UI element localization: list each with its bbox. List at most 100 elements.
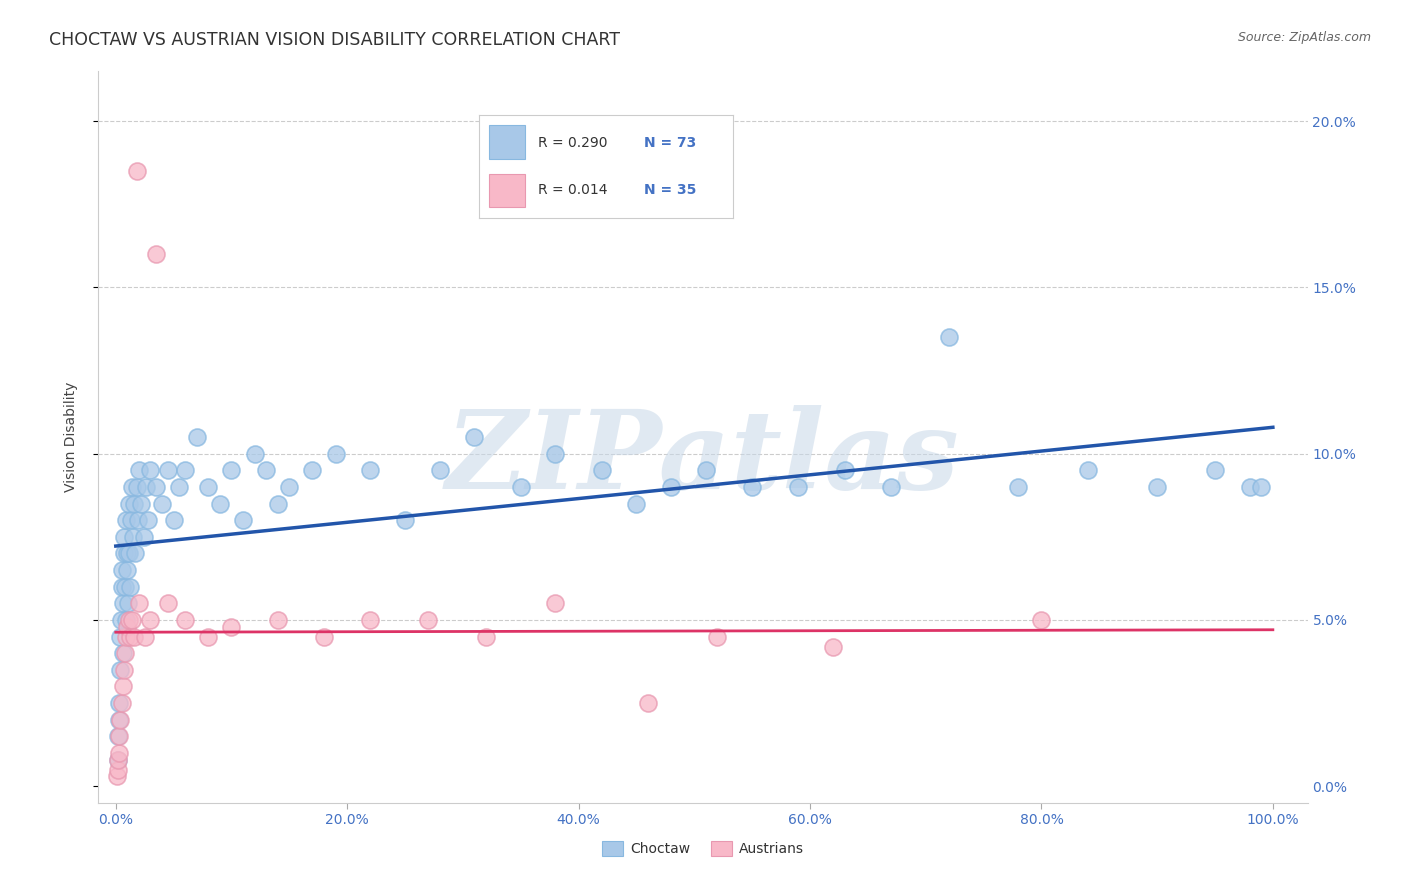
Point — [112, 546, 135, 560]
Point — [1146, 480, 1168, 494]
Point — [111, 563, 134, 577]
Point — [1204, 463, 1226, 477]
Text: Source: ZipAtlas.com: Source: ZipAtlas.com — [1237, 31, 1371, 45]
Point — [787, 480, 810, 494]
Point — [626, 497, 648, 511]
Point — [1007, 480, 1029, 494]
Point — [232, 513, 254, 527]
Point — [107, 763, 129, 777]
Point — [107, 753, 129, 767]
Point — [139, 613, 162, 627]
Legend: Choctaw, Austrians: Choctaw, Austrians — [596, 836, 810, 862]
Point — [117, 619, 139, 633]
Point — [429, 463, 451, 477]
Point — [115, 630, 138, 644]
Point — [312, 630, 335, 644]
Point — [110, 630, 132, 644]
Point — [169, 480, 191, 494]
Point — [124, 630, 146, 644]
Point — [117, 596, 139, 610]
Point — [114, 646, 136, 660]
Point — [110, 696, 132, 710]
Point — [132, 530, 155, 544]
Point — [114, 613, 136, 627]
Point — [156, 596, 179, 610]
Point — [418, 613, 440, 627]
Point — [108, 729, 131, 743]
Point — [475, 630, 498, 644]
Point — [267, 613, 290, 627]
Point — [117, 546, 139, 560]
Point — [254, 463, 277, 477]
Point — [145, 480, 167, 494]
Point — [112, 646, 135, 660]
Point — [938, 330, 960, 344]
Point — [121, 613, 143, 627]
Point — [121, 480, 143, 494]
Point — [243, 447, 266, 461]
Point — [186, 430, 208, 444]
Point — [114, 530, 136, 544]
Point — [105, 769, 128, 783]
Point — [114, 580, 136, 594]
Point — [823, 640, 845, 654]
Point — [150, 497, 173, 511]
Point — [706, 630, 728, 644]
Point — [128, 463, 150, 477]
Point — [1250, 480, 1272, 494]
Point — [128, 596, 150, 610]
Point — [107, 746, 129, 760]
Point — [139, 463, 162, 477]
Point — [221, 463, 243, 477]
Point — [107, 729, 129, 743]
Point — [120, 513, 142, 527]
Point — [145, 247, 167, 261]
Point — [267, 497, 290, 511]
Point — [118, 546, 141, 560]
Point — [107, 753, 129, 767]
Point — [124, 497, 146, 511]
Point — [197, 480, 219, 494]
Point — [111, 680, 134, 694]
Point — [591, 463, 613, 477]
Point — [834, 463, 856, 477]
Point — [394, 513, 416, 527]
Text: ZIPatlas: ZIPatlas — [446, 405, 960, 513]
Point — [174, 463, 197, 477]
Text: CHOCTAW VS AUSTRIAN VISION DISABILITY CORRELATION CHART: CHOCTAW VS AUSTRIAN VISION DISABILITY CO… — [49, 31, 620, 49]
Point — [108, 696, 131, 710]
Point — [125, 480, 148, 494]
Point — [359, 463, 381, 477]
Point — [110, 613, 132, 627]
Point — [110, 580, 132, 594]
Point — [110, 713, 132, 727]
Point — [115, 563, 138, 577]
Point — [880, 480, 903, 494]
Point — [134, 630, 156, 644]
Point — [221, 619, 243, 633]
Point — [174, 613, 197, 627]
Point — [112, 663, 135, 677]
Point — [122, 530, 145, 544]
Point — [136, 513, 159, 527]
Point — [659, 480, 682, 494]
Point — [509, 480, 531, 494]
Point — [135, 480, 157, 494]
Point — [156, 463, 179, 477]
Point — [107, 713, 129, 727]
Y-axis label: Vision Disability: Vision Disability — [63, 382, 77, 492]
Point — [127, 513, 149, 527]
Point — [117, 497, 139, 511]
Point — [115, 513, 138, 527]
Point — [124, 546, 146, 560]
Point — [117, 613, 139, 627]
Point — [301, 463, 323, 477]
Point — [108, 663, 131, 677]
Point — [695, 463, 717, 477]
Point — [162, 513, 184, 527]
Point — [129, 497, 152, 511]
Point — [544, 596, 567, 610]
Point — [111, 596, 134, 610]
Point — [278, 480, 301, 494]
Point — [118, 630, 141, 644]
